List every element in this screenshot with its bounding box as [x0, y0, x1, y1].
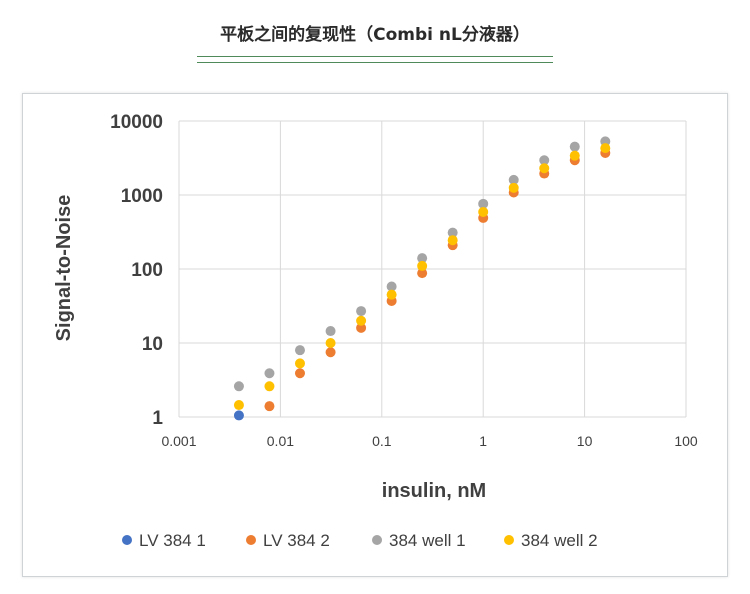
title-underline-top	[197, 56, 553, 57]
data-point-lv-384-2	[325, 347, 336, 358]
data-point-384-well-1	[264, 368, 275, 379]
legend-label: 384 well 2	[521, 531, 598, 550]
legend-marker	[504, 535, 514, 545]
data-point-384-well-1	[386, 281, 397, 292]
tick-labels: 0.001 0.01 0.1 1 10 100 1 10 100 1000 10000	[110, 112, 698, 449]
data-point-lv-384-2	[417, 268, 428, 279]
data-point-384-well-1	[478, 198, 489, 209]
legend-label: LV 384 1	[139, 531, 206, 550]
y-tick-label: 1	[152, 408, 163, 429]
legend-marker	[372, 535, 382, 545]
title-underline-bottom	[197, 62, 553, 63]
x-tick-label: 0.001	[161, 433, 196, 449]
data-point-384-well-1	[294, 345, 305, 356]
data-point-384-well-2	[294, 358, 305, 369]
data-point-384-well-2	[233, 400, 244, 411]
data-point-lv-384-2	[264, 401, 275, 412]
y-tick-label: 10	[142, 334, 163, 355]
x-tick-label: 0.01	[267, 433, 294, 449]
y-tick-label: 1000	[121, 186, 163, 207]
data-point-384-well-1	[447, 227, 458, 238]
chart-frame: 0.001 0.01 0.1 1 10 100 1 10 100 1000 10000 insuli…	[22, 93, 728, 577]
data-point-384-well-2	[569, 150, 580, 161]
page-title: 平板之间的复现性（Combi nL分液器）	[220, 25, 530, 45]
data-point-384-well-2	[325, 338, 336, 348]
data-point-lv-384-2	[294, 368, 305, 379]
y-tick-label: 10000	[110, 112, 163, 133]
x-tick-label: 1	[479, 433, 487, 449]
data-point-384-well-1	[569, 141, 580, 152]
data-point-384-well-1	[356, 306, 367, 317]
data-point-lv-384-1	[233, 410, 244, 421]
data-point-384-well-1	[539, 155, 550, 166]
data-point-384-well-2	[600, 143, 611, 154]
data-point-384-well-1	[417, 253, 428, 264]
data-point-384-well-2	[386, 289, 397, 300]
data-point-384-well-2	[478, 206, 489, 217]
grid	[178, 120, 687, 418]
data-points	[233, 136, 611, 421]
x-tick-label: 0.1	[372, 433, 392, 449]
data-point-384-well-1	[508, 174, 519, 185]
data-point-384-well-2	[356, 315, 367, 326]
data-point-384-well-2	[264, 381, 275, 392]
data-point-lv-384-2	[356, 322, 367, 333]
data-point-384-well-2	[447, 235, 458, 246]
data-point-384-well-2	[539, 163, 550, 174]
data-point-384-well-1	[233, 381, 244, 392]
x-tick-label: 100	[674, 433, 698, 449]
y-tick-label: 100	[131, 260, 163, 281]
legend-label: 384 well 1	[389, 531, 466, 550]
legend-label: LV 384 2	[263, 531, 330, 550]
x-tick-label: 10	[577, 433, 593, 449]
x-axis-title: insulin, nM	[382, 480, 486, 502]
data-point-384-well-2	[508, 182, 519, 193]
data-point-384-well-1	[325, 326, 336, 337]
legend-marker	[246, 535, 256, 545]
data-point-384-well-2	[417, 260, 428, 271]
legend: LV 384 1 LV 384 2 384 well 1 384 well 2	[122, 531, 598, 550]
legend-marker	[122, 535, 132, 545]
y-axis-title: Signal-to-Noise	[53, 195, 75, 342]
scatter-chart: 0.001 0.01 0.1 1 10 100 1 10 100 1000 10000 insuli…	[53, 112, 698, 550]
